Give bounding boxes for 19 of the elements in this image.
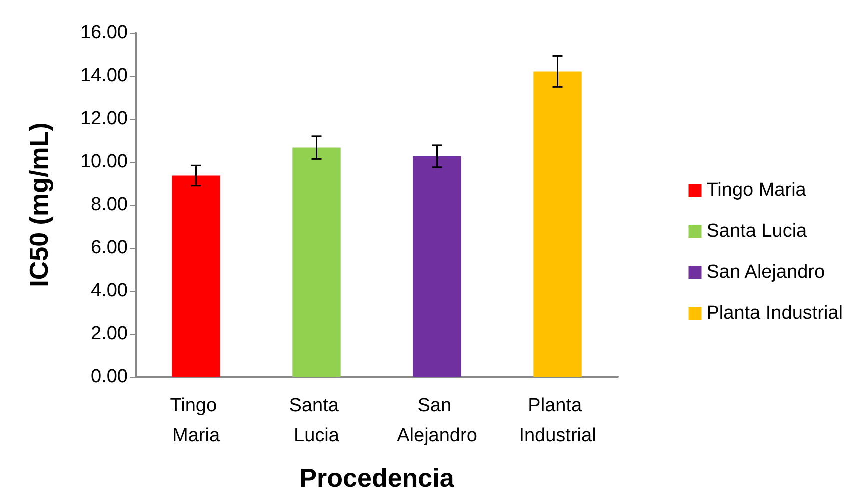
y-tick-label: 4.00 xyxy=(91,280,128,302)
x-axis-title: Procedencia xyxy=(300,463,455,493)
x-tick-label: Tingo Maria xyxy=(170,396,222,446)
x-tick-label: Santa Lucia xyxy=(289,396,344,446)
legend-label: Tingo Maria xyxy=(706,180,807,201)
y-axis-title: IC50 (mg/mL) xyxy=(24,122,54,288)
y-tick-label: 10.00 xyxy=(80,152,128,172)
y-tick-label: 16.00 xyxy=(80,22,128,44)
y-tick-label: 0.00 xyxy=(91,366,128,388)
x-tick-label: Planta Industrial xyxy=(519,396,596,446)
x-tick-label: San Alejandro xyxy=(397,396,478,446)
y-tick-label: 12.00 xyxy=(80,108,128,130)
y-tick-label: 8.00 xyxy=(91,194,128,216)
y-tick-label: 6.00 xyxy=(91,238,128,258)
legend-label: Santa Lucia xyxy=(706,221,808,242)
y-tick-label: 14.00 xyxy=(80,66,128,86)
legend-label: Planta Industrial xyxy=(706,303,844,324)
y-tick-label: 2.00 xyxy=(91,324,128,344)
legend-label: San Alejandro xyxy=(706,262,826,283)
